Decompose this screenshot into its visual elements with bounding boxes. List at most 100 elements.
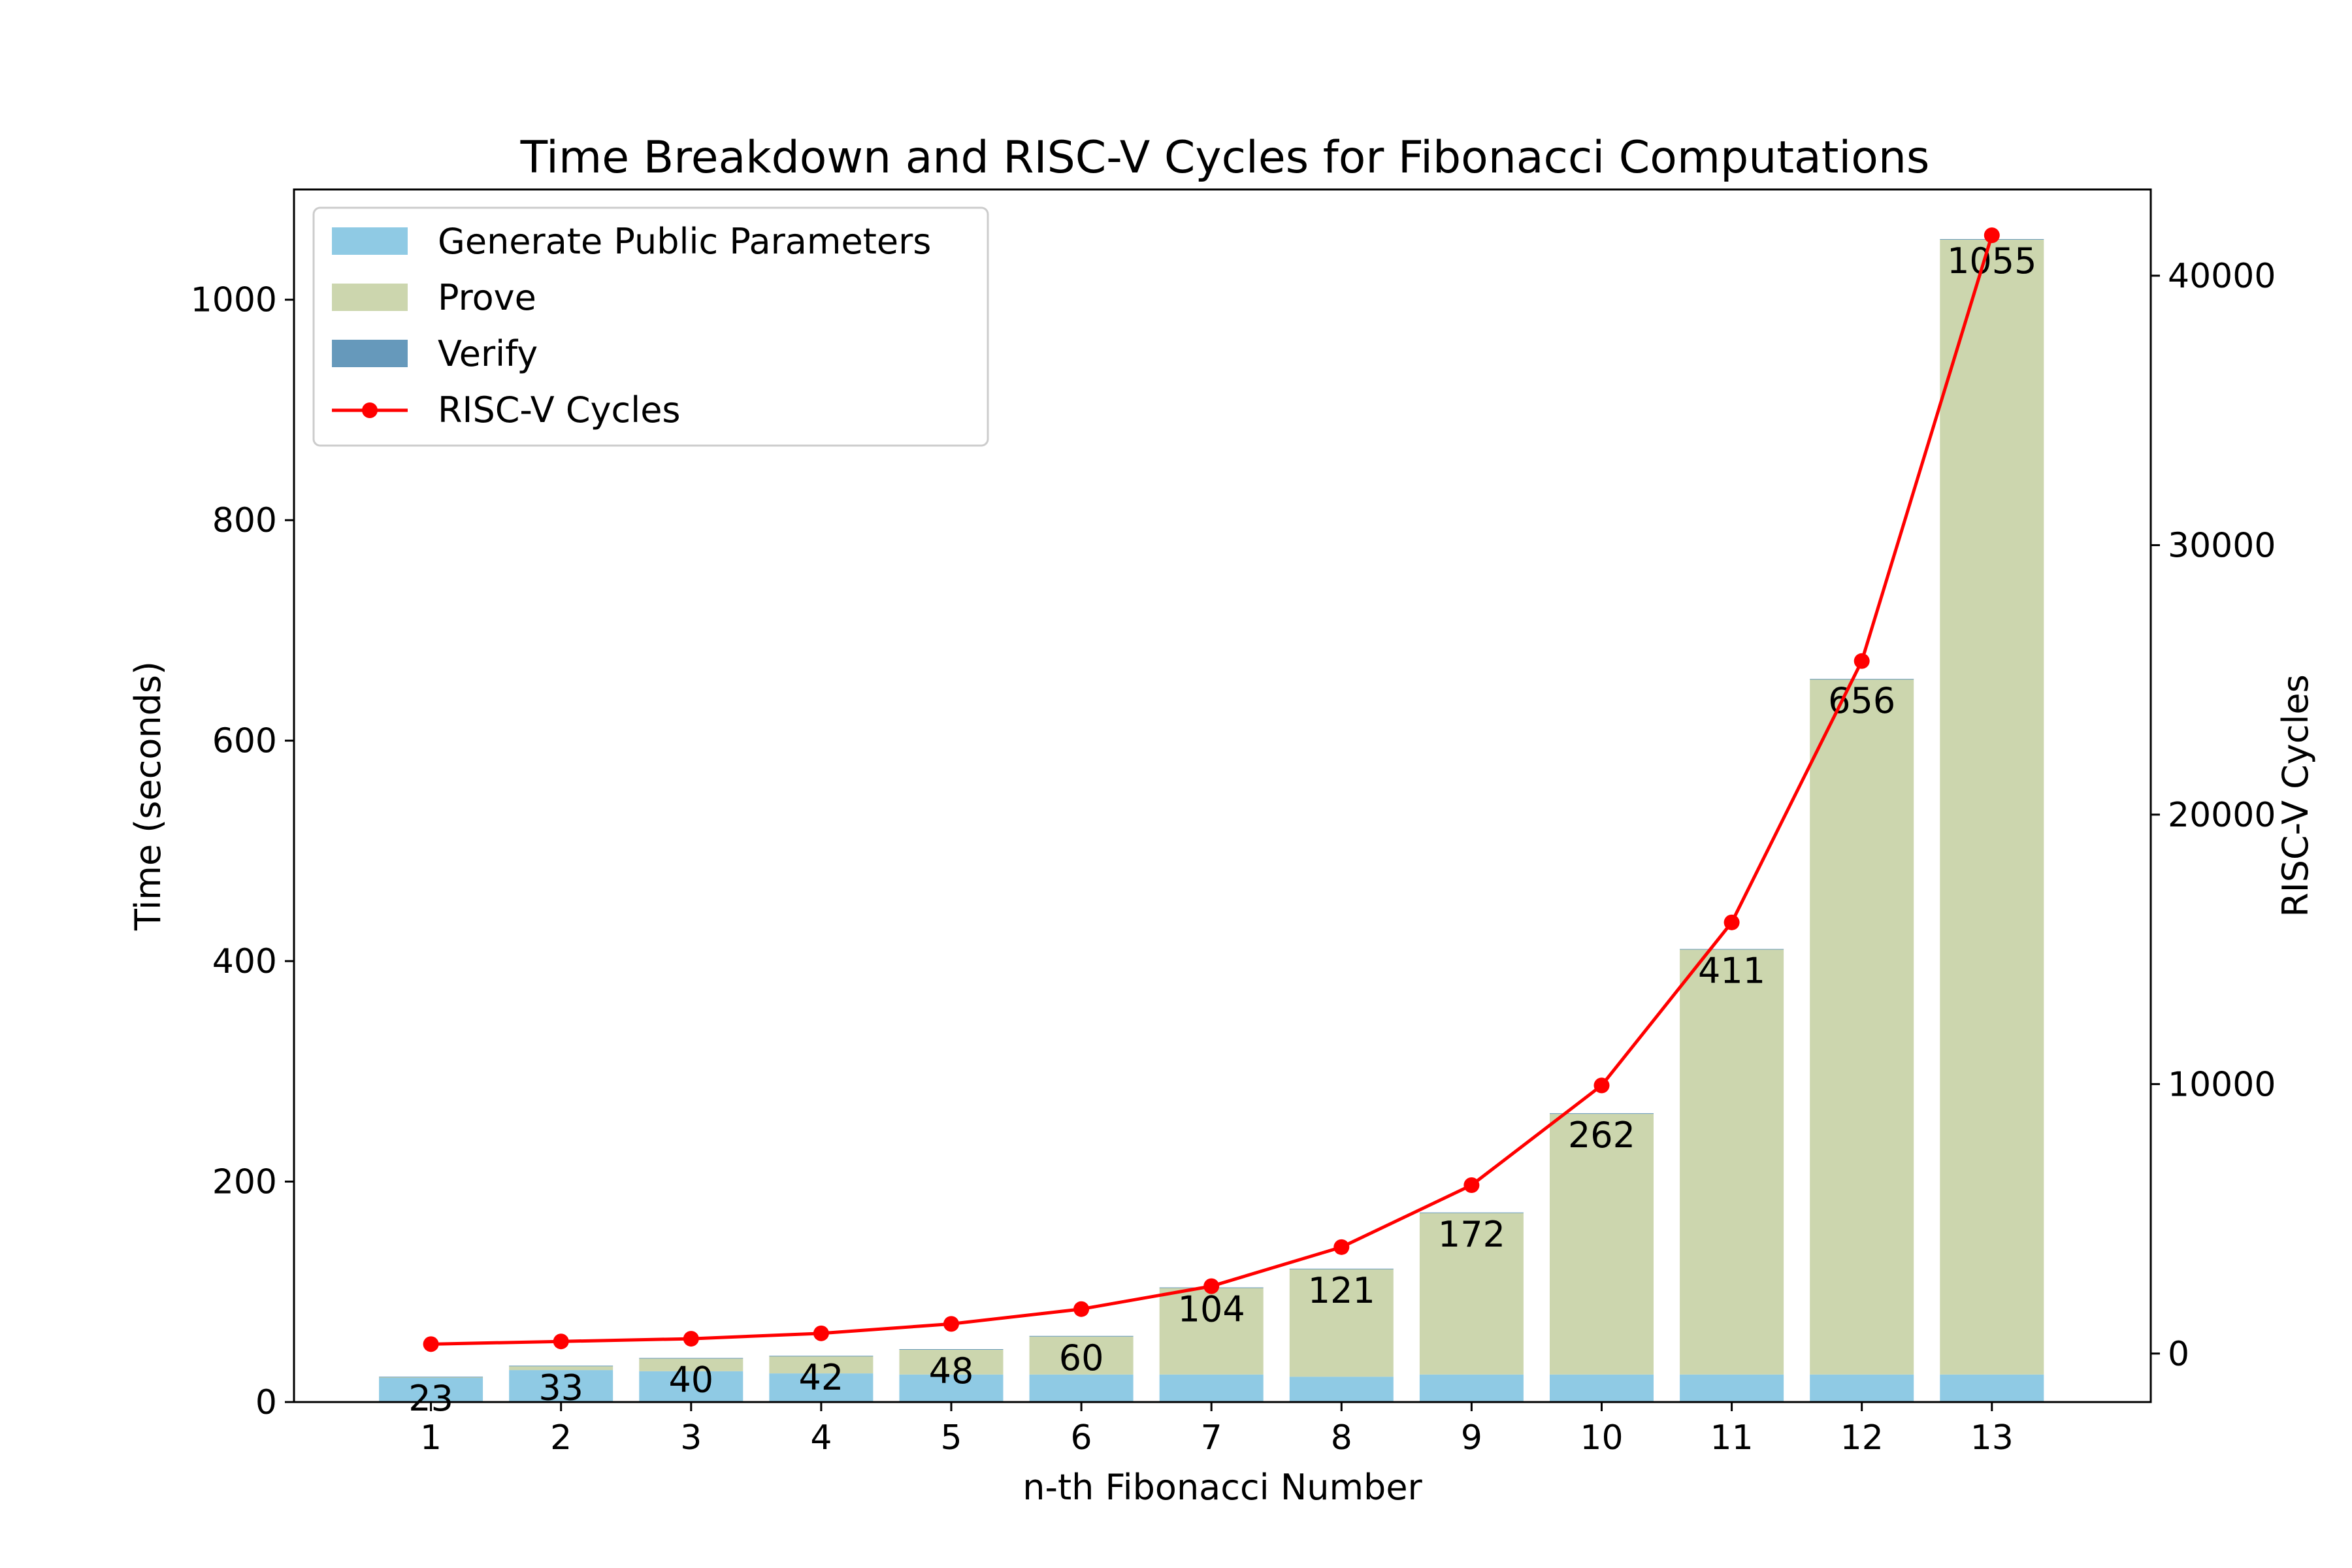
cycles-point-2: [553, 1333, 569, 1350]
x-tick-label-13: 13: [1970, 1418, 2014, 1458]
bar-prove-2: [509, 1366, 613, 1371]
x-tick-label-10: 10: [1580, 1418, 1623, 1458]
y-axis-label: Time (seconds): [127, 661, 169, 931]
bar-generate-7: [1159, 1374, 1264, 1402]
legend-swatch-verify: [332, 340, 408, 367]
data-label-11: 411: [1698, 951, 1765, 992]
legend-label-cycles: RISC-V Cycles: [438, 389, 681, 431]
bar-prove-7: [1159, 1288, 1264, 1375]
y2-axis-ticks: 0 10000 20000 30000 40000: [2151, 257, 2276, 1374]
y-tick-label-400: 400: [212, 942, 277, 981]
legend-swatch-cycles-marker: [362, 402, 378, 418]
cycles-point-12: [1854, 653, 1870, 669]
cycles-point-4: [813, 1325, 829, 1341]
bar-prove-9: [1419, 1213, 1524, 1375]
y-axis-ticks: 0 200 400 600 800 1000: [191, 281, 294, 1422]
bar-verify-11: [1680, 949, 1784, 950]
legend-swatch-prove: [332, 284, 408, 311]
legend-label-prove: Prove: [438, 277, 536, 318]
bar-prove-8: [1289, 1269, 1394, 1377]
x-tick-label-9: 9: [1461, 1418, 1482, 1458]
bar-prove-12: [1810, 679, 1914, 1375]
cycles-line-layer: [423, 227, 2000, 1352]
x-axis-label: n-th Fibonacci Number: [1022, 1467, 1422, 1508]
x-axis-ticks: 1 2 3 4 5 6 7 8 9 10 11 12 13: [420, 1402, 2014, 1458]
bar-prove-4: [769, 1356, 874, 1374]
bar-prove-3: [639, 1358, 743, 1371]
bar-generate-10: [1550, 1374, 1654, 1402]
plot-frame: [293, 188, 2152, 1403]
x-tick-label-7: 7: [1201, 1418, 1222, 1458]
y2-tick-label-0: 0: [2168, 1335, 2189, 1374]
cycles-point-13: [1984, 227, 2000, 244]
bar-generate-13: [1940, 1374, 2044, 1402]
cycles-point-11: [1723, 914, 1740, 930]
x-tick-label-8: 8: [1331, 1418, 1352, 1458]
cycles-point-10: [1593, 1077, 1610, 1094]
legend: Generate Public Parameters Prove Verify …: [312, 206, 989, 447]
data-label-6: 60: [1059, 1337, 1104, 1379]
bar-generate-1: [379, 1377, 483, 1402]
bar-prove-11: [1680, 949, 1784, 1375]
bar-layer: [379, 238, 2044, 1402]
bar-generate-12: [1810, 1374, 1914, 1402]
legend-label-generate: Generate Public Parameters: [438, 221, 931, 262]
cycles-point-8: [1333, 1239, 1350, 1255]
x-tick-label-12: 12: [1840, 1418, 1884, 1458]
legend-frame: [312, 206, 989, 447]
data-label-12: 656: [1828, 680, 1895, 721]
data-label-8: 121: [1308, 1270, 1375, 1311]
data-label-9: 172: [1438, 1214, 1505, 1255]
data-label-7: 104: [1178, 1289, 1245, 1330]
cycles-point-3: [683, 1331, 699, 1347]
x-tick-label-6: 6: [1071, 1418, 1092, 1458]
data-label-13: 1055: [1947, 240, 2036, 282]
y2-tick-label-40000: 40000: [2168, 257, 2276, 296]
legend-swatch-generate: [332, 227, 408, 255]
bar-prove-10: [1550, 1113, 1654, 1375]
bar-generate-3: [639, 1371, 743, 1402]
bar-verify-5: [899, 1349, 1004, 1350]
bar-verify-10: [1550, 1113, 1654, 1114]
bar-prove-6: [1029, 1336, 1134, 1375]
x-tick-label-11: 11: [1710, 1418, 1754, 1458]
x-tick-label-3: 3: [680, 1418, 702, 1458]
data-label-10: 262: [1568, 1115, 1635, 1156]
y-tick-label-600: 600: [212, 722, 277, 761]
bar-generate-11: [1680, 1374, 1784, 1402]
y2-tick-label-20000: 20000: [2168, 796, 2276, 835]
bar-prove-1: [379, 1377, 483, 1379]
data-label-1: 23: [408, 1378, 453, 1419]
bar-verify-3: [639, 1358, 743, 1359]
bar-generate-9: [1419, 1374, 1524, 1402]
y-tick-label-800: 800: [212, 501, 277, 540]
y2-axis-label: RISC-V Cycles: [2275, 674, 2316, 917]
bar-generate-4: [769, 1373, 874, 1402]
cycles-point-6: [1073, 1301, 1090, 1317]
y-tick-label-1000: 1000: [191, 281, 277, 320]
bar-prove-13: [1940, 239, 2044, 1375]
data-label-4: 42: [799, 1357, 844, 1398]
bar-generate-2: [509, 1370, 613, 1402]
y2-tick-label-30000: 30000: [2168, 526, 2276, 565]
bar-generate-8: [1289, 1377, 1394, 1402]
y2-tick-label-10000: 10000: [2168, 1065, 2276, 1104]
cycles-point-9: [1463, 1177, 1480, 1193]
data-label-3: 40: [668, 1360, 713, 1401]
cycles-point-7: [1203, 1278, 1220, 1294]
x-tick-label-5: 5: [940, 1418, 962, 1458]
bar-prove-5: [899, 1349, 1004, 1375]
y-tick-label-200: 200: [212, 1163, 277, 1202]
cycles-point-1: [423, 1336, 439, 1352]
bar-verify-6: [1029, 1335, 1134, 1337]
y-tick-label-0: 0: [255, 1383, 277, 1422]
data-label-5: 48: [929, 1350, 974, 1392]
x-tick-label-1: 1: [420, 1418, 442, 1458]
legend-label-verify: Verify: [438, 333, 538, 374]
bar-generate-6: [1029, 1374, 1134, 1402]
cycles-point-5: [943, 1316, 959, 1332]
bar-generate-5: [899, 1374, 1004, 1402]
x-tick-label-2: 2: [550, 1418, 572, 1458]
bar-verify-2: [509, 1365, 613, 1367]
